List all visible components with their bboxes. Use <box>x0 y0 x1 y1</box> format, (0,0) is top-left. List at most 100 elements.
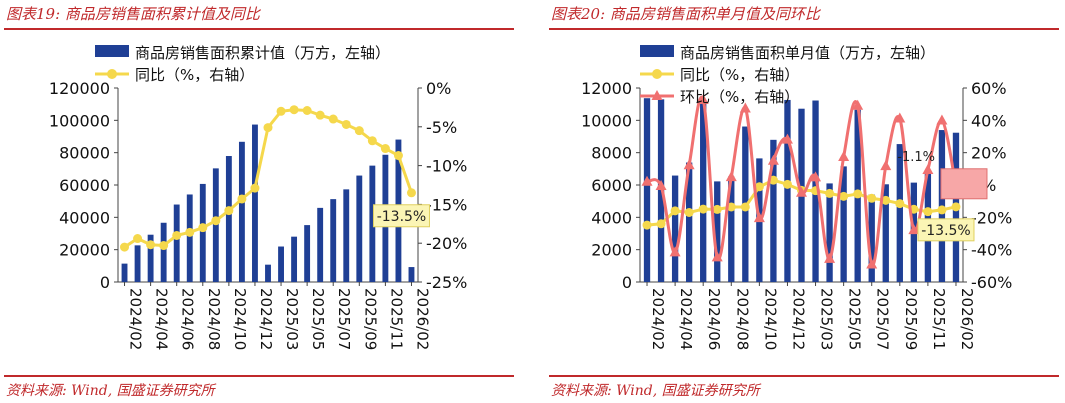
bar <box>304 225 311 282</box>
bar <box>225 156 232 282</box>
source-rule <box>549 375 1059 377</box>
y-left-tick-label: 0 <box>622 273 632 292</box>
mom-point <box>669 246 681 257</box>
mom-point <box>753 212 765 223</box>
mom-point <box>641 175 653 186</box>
legend-bar-swatch <box>95 45 129 57</box>
yoy-point <box>328 114 338 124</box>
mom-point <box>908 224 920 235</box>
x-tick-label: 2025/05 <box>309 288 327 350</box>
y-left-tick-label: 40000 <box>59 208 110 227</box>
yoy-point <box>354 126 364 136</box>
x-tick-label: 2025/03 <box>818 288 836 350</box>
bar <box>882 184 889 282</box>
yoy-point <box>302 106 312 116</box>
chart-panel-left: 图表19: 商品房销售面积累计值及同比 0 20000 40000 60000 8000… <box>0 0 520 403</box>
yoy-point <box>133 234 143 244</box>
bar <box>252 124 258 282</box>
bar <box>868 194 875 282</box>
x-tick-label: 2024/04 <box>153 288 171 350</box>
y-right-tick-label: -60% <box>971 273 1012 292</box>
legend-label: 同比（%，右轴） <box>135 66 254 84</box>
x-tick-label: 2024/08 <box>733 288 751 350</box>
area-sales-monthly-chart: 020004000600080001000012000-60%-40%-20%0… <box>581 44 1012 350</box>
y-right-tick-label: 40% <box>971 111 1007 130</box>
yoy-point <box>380 144 390 154</box>
bar <box>238 141 245 282</box>
yoy-callout-box <box>917 218 975 242</box>
mom-point <box>697 93 709 104</box>
y-right-tick-label: -10% <box>426 157 467 176</box>
x-tick-label: 2025/11 <box>387 288 405 350</box>
bar <box>317 207 324 282</box>
yoy-point <box>315 110 325 120</box>
yoy-point <box>263 123 273 133</box>
x-tick-label: 2025/11 <box>930 288 948 350</box>
bar <box>714 181 721 282</box>
bar <box>700 99 707 282</box>
bar <box>147 234 154 282</box>
yoy-point <box>881 195 891 205</box>
legend-marker <box>652 69 662 79</box>
x-tick-label: 2024/02 <box>127 288 145 350</box>
bar <box>728 176 735 282</box>
x-tick-label: 2026/02 <box>413 288 431 350</box>
x-tick-label: 2025/03 <box>283 288 301 350</box>
bar <box>671 175 679 282</box>
x-tick-label: 2024/08 <box>205 288 223 350</box>
y-left-tick-label: 120000 <box>49 79 110 98</box>
yoy-point <box>237 194 247 204</box>
y-right-tick-label: 0% <box>426 79 451 98</box>
yoy-point <box>276 106 286 116</box>
mom-point <box>711 251 723 262</box>
yoy-point <box>670 206 680 216</box>
bar <box>291 236 298 282</box>
yoy-point <box>172 230 182 240</box>
mom-point <box>852 99 864 110</box>
yoy-point <box>895 199 905 209</box>
source-rule <box>4 375 514 377</box>
y-right-tick-label: -40% <box>971 241 1012 260</box>
yoy-point <box>839 191 849 201</box>
bar <box>784 99 791 282</box>
mom-point <box>781 133 793 144</box>
yoy-point <box>825 188 835 198</box>
yoy-point <box>698 204 708 214</box>
yoy-point <box>185 227 195 237</box>
bar <box>770 139 777 282</box>
mom-point <box>824 252 836 263</box>
y-right-tick-label: -5% <box>426 118 457 137</box>
mom-point <box>894 112 906 123</box>
legend-label: 商品房销售面积单月值（万方，左轴） <box>680 44 935 62</box>
legend-marker <box>107 69 117 79</box>
bar <box>643 98 651 282</box>
x-tick-label: 2025/07 <box>335 288 353 350</box>
bar <box>160 222 167 282</box>
yoy-callout-label: -13.5% <box>377 209 427 225</box>
legend-marker <box>651 90 663 100</box>
x-tick-label: 2024/02 <box>649 288 667 350</box>
mom-point <box>922 163 934 174</box>
title-rule <box>549 28 1059 30</box>
y-left-tick-label: 2000 <box>591 241 632 260</box>
x-tick-label: 2025/09 <box>361 288 379 350</box>
legend-label: 环比（%，右轴） <box>680 88 799 106</box>
mom-point <box>725 171 737 182</box>
chart-panel-right: 图表20: 商品房销售面积单月值及同环比 0 2000 4000 6000 8000 10… <box>545 0 1065 403</box>
yoy-point <box>937 205 947 215</box>
yoy-point <box>712 204 722 214</box>
y-left-tick-label: 6000 <box>591 176 632 195</box>
yoy-point <box>406 188 416 198</box>
bar <box>121 263 128 282</box>
y-right-tick-label: -25% <box>426 273 467 292</box>
yoy-point <box>224 206 234 216</box>
yoy-point <box>159 241 169 251</box>
x-tick-label: 2024/12 <box>257 288 275 350</box>
y-left-tick-label: 80000 <box>59 144 110 163</box>
y-left-tick-label: 0 <box>100 273 110 292</box>
mom-point <box>739 102 751 113</box>
mom-point <box>655 179 667 190</box>
area-sales-cumulative-chart: 0 20000 40000 60000 80000 100000 120000 -25% -20… <box>49 44 467 350</box>
legend-label: 商品房销售面积累计值（万方，左轴） <box>135 44 390 62</box>
mom-point <box>683 159 695 170</box>
